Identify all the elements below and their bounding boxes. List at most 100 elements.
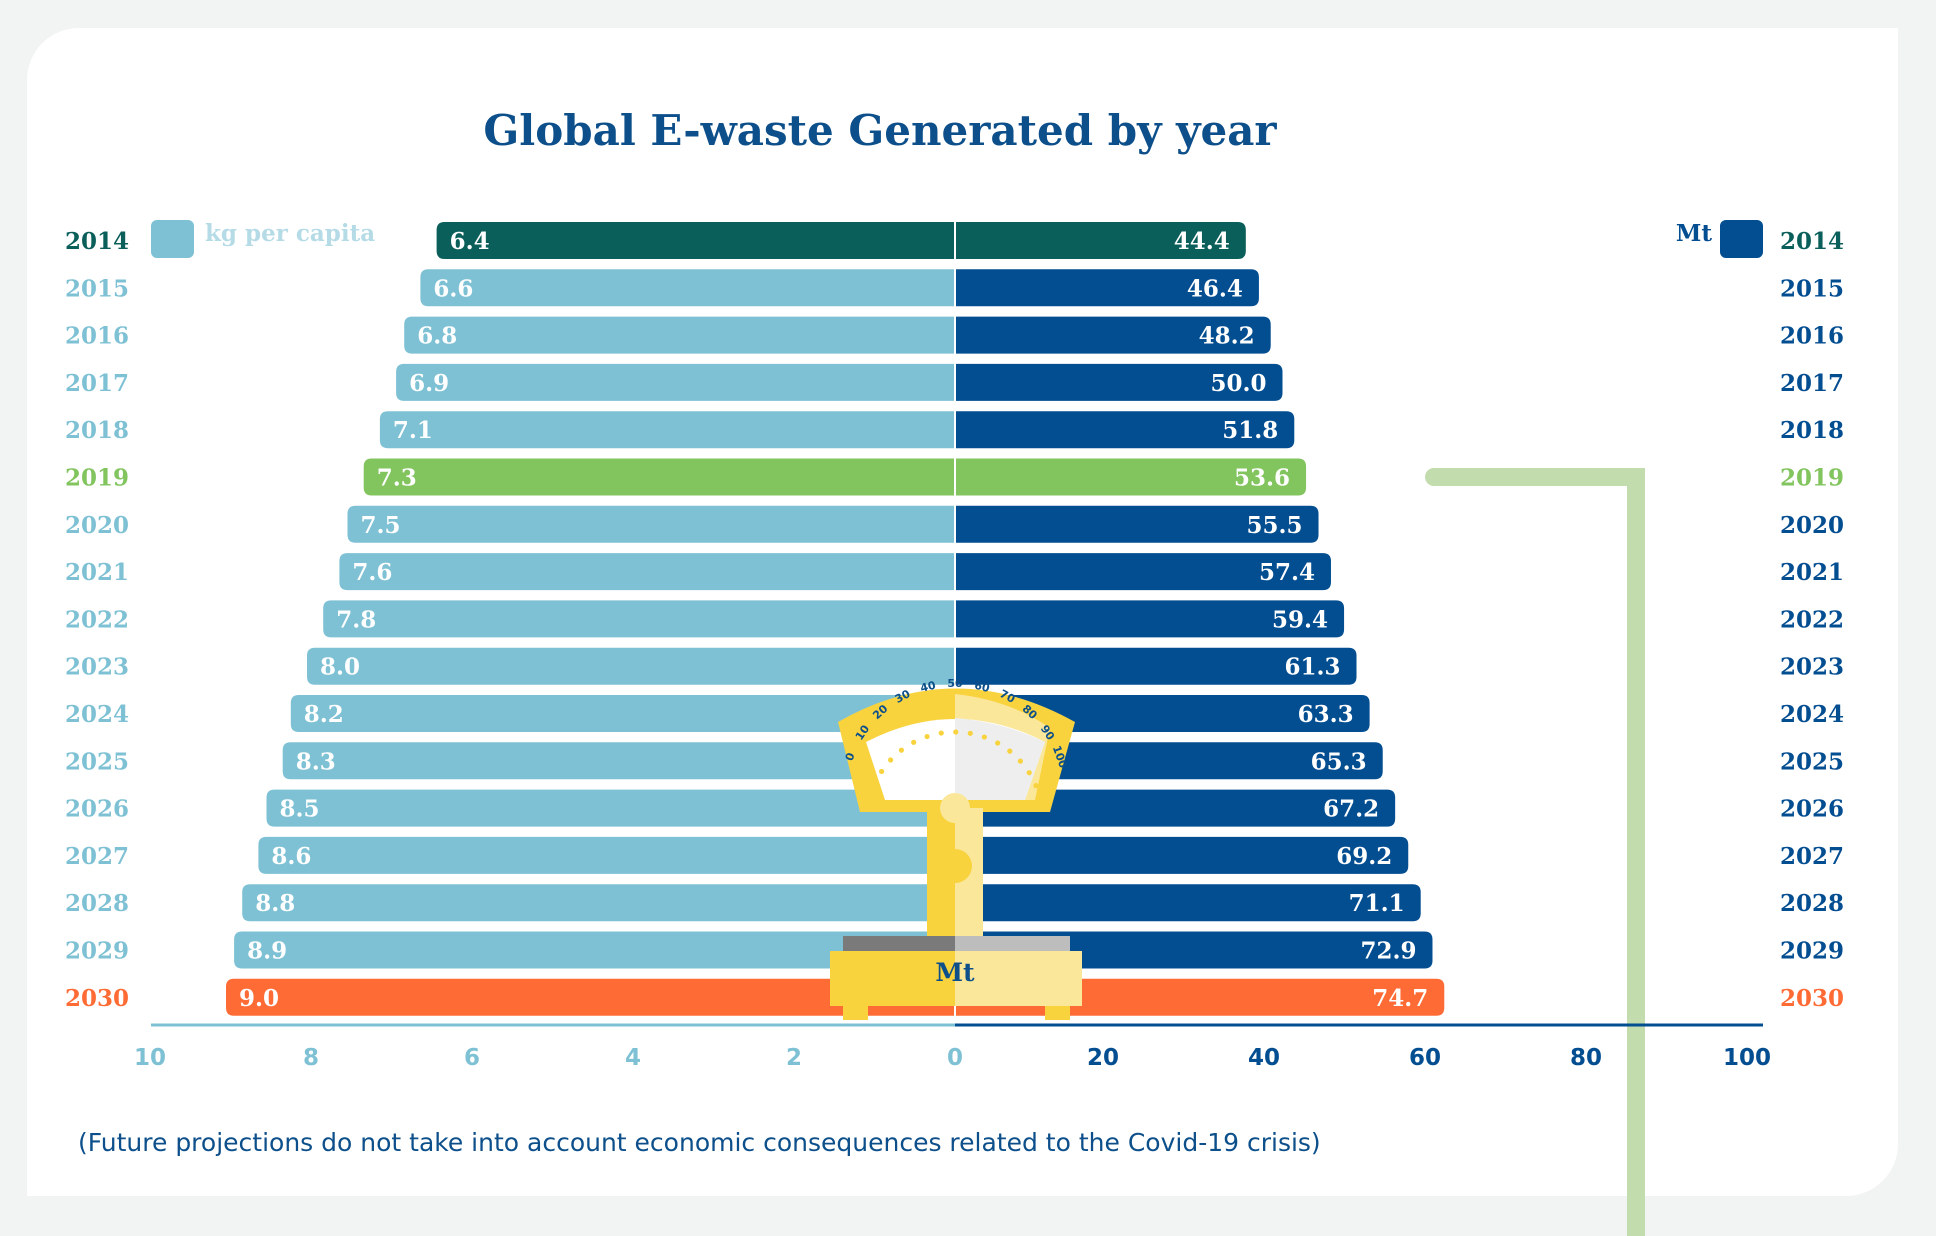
bar-right-2017 bbox=[956, 363, 1283, 401]
value-label-right-2014: 44.4 bbox=[1174, 228, 1230, 255]
legend-label-mt: Mt bbox=[1676, 220, 1712, 247]
value-label-right-2022: 59.4 bbox=[1272, 606, 1328, 633]
year-label-right-2022: 2022 bbox=[1780, 606, 1844, 633]
value-label-left-2014: 6.4 bbox=[450, 228, 490, 255]
value-label-right-2025: 65.3 bbox=[1311, 748, 1367, 775]
bar-left-2024 bbox=[290, 695, 954, 732]
legend-swatch-kg-per-capita bbox=[151, 220, 194, 258]
year-label-left-2027: 2027 bbox=[65, 843, 129, 870]
right-axis-tick-100: 100 bbox=[1723, 1045, 1771, 1071]
bar-left-2029 bbox=[234, 931, 955, 969]
chart-title: Global E-waste Generated by year bbox=[483, 106, 1277, 155]
left-axis-tick-10: 10 bbox=[134, 1045, 166, 1071]
year-label-left-2028: 2028 bbox=[65, 890, 129, 917]
bar-left-2025 bbox=[282, 742, 954, 780]
left-axis-tick-6: 6 bbox=[464, 1045, 480, 1071]
scale-base-left bbox=[830, 951, 955, 1006]
year-label-left-2025: 2025 bbox=[65, 748, 129, 775]
bar-right-2021 bbox=[956, 553, 1331, 591]
axis-layer: 10 8 6 4 2 0 20 40 60 80 100 bbox=[134, 1023, 1771, 1071]
year-label-right-2018: 2018 bbox=[1780, 417, 1844, 444]
bar-right-2019 bbox=[956, 458, 1307, 496]
year-label-right-2026: 2026 bbox=[1780, 796, 1844, 823]
left-axis-tick-8: 8 bbox=[303, 1045, 319, 1071]
scale-dial-dot bbox=[898, 747, 905, 753]
value-label-right-2017: 50.0 bbox=[1210, 370, 1266, 397]
bar-left-2016 bbox=[404, 316, 954, 354]
year-label-right-2020: 2020 bbox=[1780, 512, 1844, 539]
scale-dial-dot bbox=[995, 740, 1001, 746]
scale-dial-dot bbox=[938, 730, 944, 736]
year-label-left-2021: 2021 bbox=[65, 559, 129, 586]
value-label-right-2020: 55.5 bbox=[1246, 512, 1302, 539]
bar-right-2018 bbox=[956, 411, 1295, 449]
scale-dial-dot bbox=[1026, 770, 1032, 776]
year-label-left-2024: 2024 bbox=[65, 701, 129, 728]
value-label-right-2023: 61.3 bbox=[1284, 654, 1340, 681]
value-label-left-2016: 6.8 bbox=[417, 323, 457, 350]
bar-right-2023 bbox=[956, 647, 1357, 685]
year-label-left-2022: 2022 bbox=[65, 606, 129, 633]
scale-platform-top-right bbox=[955, 936, 1070, 951]
right-axis-tick-80: 80 bbox=[1570, 1045, 1602, 1071]
year-label-right-2019: 2019 bbox=[1780, 465, 1844, 492]
left-axis-tick-0: 0 bbox=[947, 1045, 963, 1071]
value-label-right-2019: 53.6 bbox=[1234, 465, 1290, 492]
year-label-left-2018: 2018 bbox=[65, 417, 129, 444]
value-label-right-2015: 46.4 bbox=[1187, 275, 1243, 302]
bar-left-2027 bbox=[258, 836, 954, 874]
value-label-left-2029: 8.9 bbox=[247, 938, 287, 965]
year-label-left-2019: 2019 bbox=[65, 465, 129, 492]
scale-dial-tick-70: 70 bbox=[998, 687, 1018, 706]
value-label-right-2024: 63.3 bbox=[1298, 701, 1354, 728]
bar-right-2020 bbox=[956, 505, 1319, 543]
value-label-right-2026: 67.2 bbox=[1323, 796, 1379, 823]
scale-dial-face-shade bbox=[955, 718, 1045, 800]
legend-label-kg-per-capita: kg per capita bbox=[205, 220, 375, 247]
year-label-right-2025: 2025 bbox=[1780, 748, 1844, 775]
bar-left-2026 bbox=[266, 789, 954, 827]
value-label-right-2027: 69.2 bbox=[1336, 843, 1392, 870]
scale-platform-top-left bbox=[843, 936, 955, 951]
left-axis-tick-2: 2 bbox=[786, 1045, 802, 1071]
left-axis-tick-4: 4 bbox=[625, 1045, 641, 1071]
value-label-left-2020: 7.5 bbox=[361, 512, 401, 539]
bar-left-2017 bbox=[396, 363, 955, 401]
bar-right-2026 bbox=[956, 789, 1396, 827]
bar-right-2022 bbox=[956, 600, 1345, 638]
value-label-left-2026: 8.5 bbox=[280, 796, 320, 823]
year-label-left-2030: 2030 bbox=[65, 985, 129, 1012]
value-label-left-2019: 7.3 bbox=[377, 465, 417, 492]
bar-left-2028 bbox=[242, 884, 954, 922]
scale-dial-tick-30: 30 bbox=[893, 687, 913, 706]
value-label-right-2021: 57.4 bbox=[1259, 559, 1315, 586]
scale-dial-dot bbox=[1017, 758, 1023, 764]
scale-dial-dot bbox=[953, 729, 959, 735]
bar-right-2016 bbox=[956, 316, 1271, 354]
year-label-right-2028: 2028 bbox=[1780, 890, 1844, 917]
bar-left-2015 bbox=[420, 269, 954, 307]
right-axis-tick-20: 20 bbox=[1087, 1045, 1119, 1071]
year-label-left-2020: 2020 bbox=[65, 512, 129, 539]
connector-line-2019 bbox=[1425, 468, 1645, 1236]
scale-label-mt: Mt bbox=[935, 958, 975, 987]
year-label-right-2021: 2021 bbox=[1780, 559, 1844, 586]
scale-dial-tick-60: 60 bbox=[973, 679, 991, 695]
value-label-left-2024: 8.2 bbox=[304, 701, 344, 728]
bar-left-2020 bbox=[347, 505, 954, 543]
bar-left-2014 bbox=[436, 222, 955, 259]
value-label-right-2029: 72.9 bbox=[1360, 938, 1416, 965]
year-label-right-2027: 2027 bbox=[1780, 843, 1844, 870]
scale-dial-tick-40: 40 bbox=[919, 679, 937, 695]
bar-right-2015 bbox=[956, 269, 1259, 307]
year-label-right-2015: 2015 bbox=[1780, 275, 1844, 302]
year-label-right-2030: 2030 bbox=[1780, 985, 1844, 1012]
bar-left-2019 bbox=[363, 458, 954, 496]
year-label-left-2016: 2016 bbox=[65, 323, 129, 350]
right-axis-tick-40: 40 bbox=[1248, 1045, 1280, 1071]
scale-dial-dot bbox=[879, 768, 885, 775]
value-label-right-2028: 71.1 bbox=[1349, 890, 1405, 917]
scale-foot-left bbox=[843, 1006, 868, 1020]
